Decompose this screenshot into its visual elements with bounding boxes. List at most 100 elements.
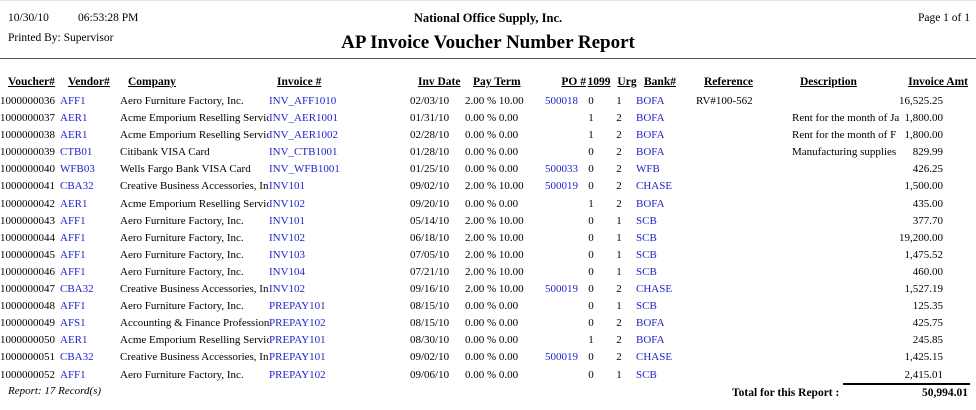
bank-number-link[interactable]: CHASE xyxy=(636,283,673,296)
po-number-link[interactable] xyxy=(540,213,578,230)
invoice-number-link[interactable]: PREPAY102 xyxy=(269,368,326,381)
table-row: 1000000048 AFF1 Aero Furniture Factory, … xyxy=(0,298,943,315)
bank-number-link[interactable]: BOFA xyxy=(636,334,665,347)
bank-number-link[interactable]: BOFA xyxy=(636,146,665,159)
vendor-number-link[interactable]: AFF1 xyxy=(60,265,86,278)
form-1099-flag-cell: 0 xyxy=(588,351,594,364)
invoice-number-link[interactable]: INV_WFB1001 xyxy=(269,163,340,176)
urgency-cell: 1 xyxy=(616,300,622,313)
urgency-cell: 1 xyxy=(616,265,622,278)
bank-number-link[interactable]: SCB xyxy=(636,231,657,244)
bank-number-link[interactable]: SCB xyxy=(636,248,657,261)
table-row: 1000000037 AER1 Acme Emporium Reselling … xyxy=(0,110,943,127)
invoice-amount-cell: 16,525.25 xyxy=(899,95,943,107)
reference-cell xyxy=(694,144,791,161)
urgency-cell: 2 xyxy=(616,351,622,364)
vendor-number-link[interactable]: AFF1 xyxy=(60,214,86,227)
vendor-number-link[interactable]: AER1 xyxy=(60,112,88,125)
table-row: 1000000042 AER1 Acme Emporium Reselling … xyxy=(0,196,943,213)
col-header-invoice: Invoice # xyxy=(277,76,322,88)
po-number-link[interactable]: 500019 xyxy=(545,283,578,296)
vendor-number-link[interactable]: AFF1 xyxy=(60,368,86,381)
bank-number-link[interactable]: SCB xyxy=(636,300,657,313)
vendor-number-link[interactable]: AER1 xyxy=(60,334,88,347)
invoice-number-link[interactable]: INV_AER1001 xyxy=(269,112,339,125)
form-1099-flag-cell: 0 xyxy=(588,146,594,159)
po-number-link[interactable] xyxy=(540,144,578,161)
vendor-number-link[interactable]: CBA32 xyxy=(60,180,94,193)
pay-term-cell: 2.00 % 10.00 xyxy=(465,248,524,261)
vendor-number-link[interactable]: AFF1 xyxy=(60,248,86,261)
po-number-link[interactable] xyxy=(540,230,578,247)
vendor-number-link[interactable]: AFF1 xyxy=(60,300,86,313)
invoice-number-link[interactable]: INV101 xyxy=(269,180,306,193)
vendor-number-link[interactable]: CBA32 xyxy=(60,283,94,296)
bank-number-link[interactable]: SCB xyxy=(636,368,657,381)
invoice-amount-cell: 1,425.15 xyxy=(904,351,944,364)
invoice-number-link[interactable]: INV_CTB1001 xyxy=(269,146,338,159)
bank-number-link[interactable]: BOFA xyxy=(636,317,665,330)
bank-number-link[interactable]: BOFA xyxy=(636,129,665,142)
invoice-number-link[interactable]: PREPAY101 xyxy=(269,334,326,347)
bank-number-link[interactable]: CHASE xyxy=(636,351,673,364)
invoice-number-link[interactable]: PREPAY102 xyxy=(269,317,326,330)
bank-number-link[interactable]: SCB xyxy=(636,265,657,278)
po-number-link[interactable] xyxy=(540,196,578,213)
po-number-link[interactable]: 500033 xyxy=(545,163,578,176)
urgency-cell: 1 xyxy=(616,214,622,227)
po-number-link[interactable] xyxy=(540,110,578,127)
po-number-link[interactable] xyxy=(540,367,578,384)
vendor-number-link[interactable]: CBA32 xyxy=(60,351,94,364)
bank-number-link[interactable]: WFB xyxy=(636,163,660,176)
reference-cell xyxy=(694,247,791,264)
vendor-number-link[interactable]: WFB03 xyxy=(60,163,95,176)
po-number-link[interactable]: 500018 xyxy=(545,95,578,107)
invoice-number-link[interactable]: PREPAY101 xyxy=(269,351,326,364)
po-number-link[interactable] xyxy=(540,264,578,281)
table-rows: 1000000036 AFF1 Aero Furniture Factory, … xyxy=(0,93,943,384)
bank-number-link[interactable]: SCB xyxy=(636,214,657,227)
col-header-company: Company xyxy=(128,76,176,88)
invoice-number-link[interactable]: INV101 xyxy=(269,214,306,227)
vendor-number-link[interactable]: CTB01 xyxy=(60,146,93,159)
vendor-number-link[interactable]: AER1 xyxy=(60,197,88,210)
po-number-link[interactable] xyxy=(540,127,578,144)
reference-cell xyxy=(694,281,791,298)
vendor-number-link[interactable]: AER1 xyxy=(60,129,88,142)
bank-number-link[interactable]: CHASE xyxy=(636,180,673,193)
voucher-number-cell: 1000000043 xyxy=(0,214,55,227)
company-name-cell: Creative Business Accessories, In xyxy=(120,180,269,193)
invoice-number-link[interactable]: PREPAY101 xyxy=(269,300,326,313)
total-divider-line xyxy=(843,383,970,385)
urgency-cell: 1 xyxy=(616,368,622,381)
report-total-label: Total for this Report : xyxy=(732,387,840,399)
po-number-link[interactable] xyxy=(540,315,578,332)
urgency-cell: 2 xyxy=(616,180,622,193)
company-name-cell: Aero Furniture Factory, Inc. xyxy=(120,248,244,261)
invoice-number-link[interactable]: INV_AER1002 xyxy=(269,129,339,142)
invoice-number-link[interactable]: INV102 xyxy=(269,197,306,210)
bank-number-link[interactable]: BOFA xyxy=(636,112,665,125)
bank-number-link[interactable]: BOFA xyxy=(636,197,665,210)
form-1099-flag-cell: 0 xyxy=(588,368,594,381)
company-name-cell: Acme Emporium Reselling Servic xyxy=(120,334,269,347)
bank-number-link[interactable]: BOFA xyxy=(636,95,665,107)
po-number-link[interactable] xyxy=(540,332,578,349)
company-name-cell: Aero Furniture Factory, Inc. xyxy=(120,95,244,107)
po-number-link[interactable]: 500019 xyxy=(545,180,578,193)
po-number-link[interactable]: 500019 xyxy=(545,351,578,364)
report-print-date: 10/30/10 xyxy=(8,12,49,24)
vendor-number-link[interactable]: AFF1 xyxy=(60,231,86,244)
invoice-number-link[interactable]: INV103 xyxy=(269,248,306,261)
invoice-number-link[interactable]: INV104 xyxy=(269,265,306,278)
invoice-number-link[interactable]: INV102 xyxy=(269,231,306,244)
invoice-number-link[interactable]: INV_AFF1010 xyxy=(269,95,337,107)
invoice-number-link[interactable]: INV102 xyxy=(269,283,306,296)
po-number-link[interactable] xyxy=(540,298,578,315)
vendor-number-link[interactable]: AFS1 xyxy=(60,317,86,330)
company-name-cell: Acme Emporium Reselling Servic xyxy=(120,129,269,142)
voucher-number-cell: 1000000046 xyxy=(0,265,55,278)
po-number-link[interactable] xyxy=(540,247,578,264)
vendor-number-link[interactable]: AFF1 xyxy=(60,95,86,107)
